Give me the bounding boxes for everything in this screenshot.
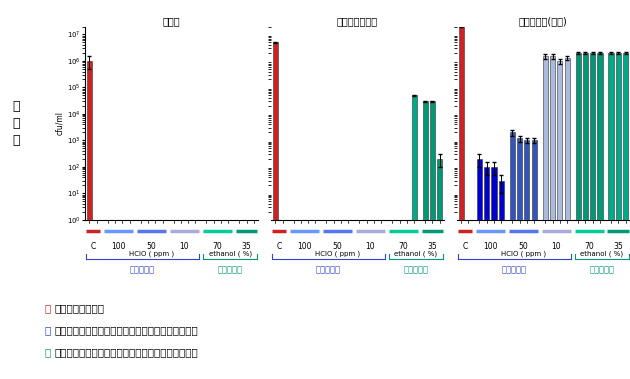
Bar — [517, 138, 522, 379]
Title: セレウス菌(芽胞): セレウス菌(芽胞) — [519, 16, 568, 26]
Bar — [609, 53, 614, 379]
Text: 赤: 赤 — [44, 303, 50, 313]
Text: ジーミスト: ジーミスト — [130, 265, 155, 274]
Text: 100: 100 — [483, 242, 498, 251]
Bar — [499, 181, 504, 379]
Text: 35: 35 — [428, 242, 437, 251]
Bar — [590, 53, 595, 379]
Text: 50: 50 — [518, 242, 528, 251]
Bar — [437, 159, 442, 379]
Text: エタノール: エタノール — [217, 265, 243, 274]
Text: 10: 10 — [551, 242, 561, 251]
Text: ：実験前の菌の量: ：実験前の菌の量 — [55, 303, 105, 313]
Text: 10: 10 — [365, 242, 375, 251]
Text: C: C — [462, 242, 467, 251]
Bar — [273, 42, 278, 379]
Text: C: C — [91, 242, 96, 251]
Bar — [597, 53, 602, 379]
Text: エタノール: エタノール — [403, 265, 428, 274]
Text: 50: 50 — [333, 242, 342, 251]
Text: 70: 70 — [212, 242, 222, 251]
Text: ethanol ( %): ethanol ( %) — [580, 251, 624, 257]
Bar — [550, 56, 555, 379]
Bar — [623, 53, 628, 379]
Title: 黄色ブドウ球菌: 黄色ブドウ球菌 — [337, 16, 378, 26]
Text: ethanol ( %): ethanol ( %) — [394, 251, 438, 257]
Bar — [532, 140, 537, 379]
Bar — [411, 96, 416, 379]
Bar — [87, 61, 92, 379]
Text: 10: 10 — [180, 242, 189, 251]
Text: 100: 100 — [297, 242, 312, 251]
Text: 70: 70 — [398, 242, 408, 251]
Text: ジーミスト: ジーミスト — [316, 265, 341, 274]
Text: C: C — [277, 242, 282, 251]
Text: 100: 100 — [112, 242, 126, 251]
Text: 50: 50 — [147, 242, 156, 251]
Bar — [564, 58, 570, 379]
Bar — [484, 167, 490, 379]
Text: エタノール: エタノール — [589, 265, 614, 274]
Text: HClO ( ppm ): HClO ( ppm ) — [315, 251, 360, 257]
Bar — [510, 132, 515, 379]
Text: 緑: 緑 — [44, 347, 50, 357]
Text: 70: 70 — [584, 242, 594, 251]
Text: 浸
漬
法: 浸 漬 法 — [12, 100, 20, 147]
Y-axis label: cfu/ml: cfu/ml — [55, 111, 64, 135]
Bar — [583, 53, 588, 379]
Bar — [542, 56, 547, 379]
Text: ：エタノール使用後の菌の量（濃度・浸漬時間別）: ：エタノール使用後の菌の量（濃度・浸漬時間別） — [55, 347, 198, 357]
Bar — [524, 140, 529, 379]
Text: ジーミスト: ジーミスト — [501, 265, 527, 274]
Text: ethanol ( %): ethanol ( %) — [209, 251, 252, 257]
Bar — [558, 61, 563, 379]
Bar — [477, 159, 482, 379]
Text: ：ジーミスト使用後の菌の量（濃度・浸漬時間別）: ：ジーミスト使用後の菌の量（濃度・浸漬時間別） — [55, 325, 198, 335]
Bar — [491, 167, 496, 379]
Bar — [459, 22, 464, 379]
Bar — [430, 101, 435, 379]
Text: 35: 35 — [242, 242, 251, 251]
Title: 大腸菌: 大腸菌 — [163, 16, 180, 26]
Bar — [423, 101, 428, 379]
Bar — [576, 53, 581, 379]
Text: HClO ( ppm ): HClO ( ppm ) — [129, 251, 174, 257]
Text: 35: 35 — [614, 242, 623, 251]
Text: 青: 青 — [44, 325, 50, 335]
Bar — [616, 53, 621, 379]
Text: HClO ( ppm ): HClO ( ppm ) — [501, 251, 546, 257]
